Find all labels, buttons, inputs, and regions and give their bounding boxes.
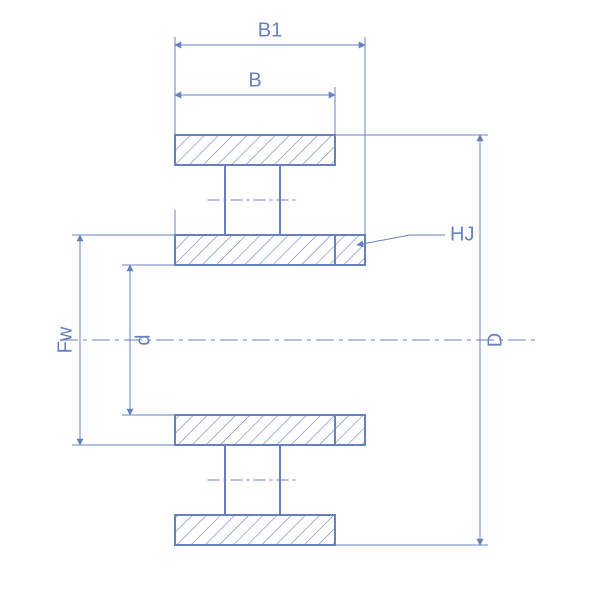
- label-D: D: [484, 333, 506, 347]
- label-B1: B1: [258, 19, 282, 41]
- label-Fw: Fw: [54, 326, 76, 353]
- label-HJ: HJ: [450, 223, 474, 245]
- label-d: d: [132, 334, 154, 345]
- label-B: B: [248, 69, 261, 91]
